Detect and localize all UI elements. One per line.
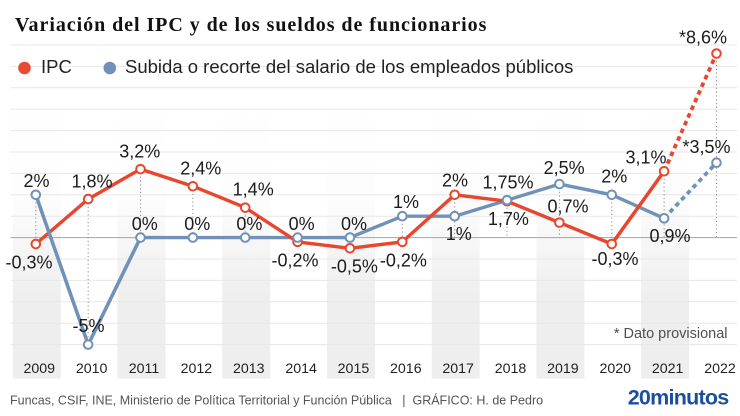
svg-text:0%: 0% (236, 214, 262, 234)
svg-text:2021: 2021 (652, 361, 684, 377)
svg-text:2020: 2020 (599, 361, 631, 377)
svg-text:0,9%: 0,9% (649, 226, 690, 246)
svg-text:-0,3%: -0,3% (591, 249, 638, 269)
svg-text:*8,6%: *8,6% (679, 27, 727, 47)
svg-text:Funcas, CSIF, INE, Ministerio: Funcas, CSIF, INE, Ministerio de Polític… (10, 393, 543, 408)
svg-text:2019: 2019 (547, 361, 579, 377)
svg-text:-0,3%: -0,3% (5, 253, 52, 273)
svg-text:2017: 2017 (442, 361, 474, 377)
svg-text:2%: 2% (23, 171, 49, 191)
svg-text:2009: 2009 (24, 361, 56, 377)
svg-text:20minutos: 20minutos (628, 386, 730, 410)
svg-text:0%: 0% (289, 214, 315, 234)
svg-text:0%: 0% (341, 214, 367, 234)
svg-text:2,4%: 2,4% (180, 159, 221, 179)
svg-text:*3,5%: *3,5% (682, 137, 730, 157)
svg-text:-0,2%: -0,2% (271, 251, 318, 271)
svg-text:1,7%: 1,7% (488, 209, 529, 229)
svg-text:3,1%: 3,1% (625, 148, 666, 168)
svg-text:2,5%: 2,5% (544, 158, 585, 178)
svg-text:1,4%: 1,4% (233, 179, 274, 199)
svg-text:2%: 2% (601, 167, 627, 187)
svg-text:-0,2%: -0,2% (380, 251, 427, 271)
svg-text:2%: 2% (442, 171, 468, 191)
svg-text:2018: 2018 (495, 361, 527, 377)
svg-text:1%: 1% (393, 192, 419, 212)
svg-text:1,8%: 1,8% (71, 172, 112, 192)
svg-text:2015: 2015 (338, 361, 370, 377)
svg-text:3,2%: 3,2% (119, 141, 160, 161)
svg-text:0,7%: 0,7% (547, 197, 588, 217)
svg-text:0%: 0% (184, 214, 210, 234)
svg-text:Subida o recorte del salario d: Subida o recorte del salario de los empl… (125, 56, 573, 77)
svg-text:2014: 2014 (285, 361, 317, 377)
svg-text:2010: 2010 (76, 361, 108, 377)
svg-text:-0,5%: -0,5% (331, 256, 378, 276)
svg-text:0%: 0% (132, 214, 158, 234)
svg-text:2016: 2016 (390, 361, 422, 377)
svg-text:IPC: IPC (41, 56, 72, 77)
svg-text:Variación del IPC y de los sue: Variación del IPC y de los sueldos de fu… (15, 14, 487, 36)
svg-text:1%: 1% (446, 224, 472, 244)
svg-text:2012: 2012 (181, 361, 213, 377)
svg-text:2011: 2011 (129, 361, 160, 377)
svg-text:2022: 2022 (704, 361, 736, 377)
svg-text:1,75%: 1,75% (482, 173, 533, 193)
svg-text:-5%: -5% (72, 316, 104, 336)
svg-text:* Dato provisional: * Dato provisional (614, 326, 728, 342)
svg-text:2013: 2013 (233, 361, 265, 377)
